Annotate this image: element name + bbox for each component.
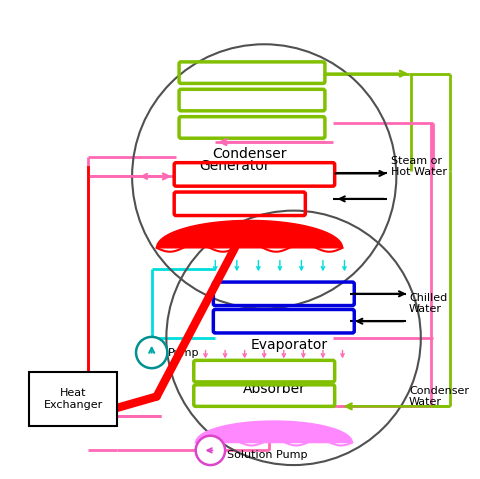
Polygon shape xyxy=(156,220,342,248)
Text: Evaporator: Evaporator xyxy=(250,338,326,352)
Circle shape xyxy=(136,337,167,368)
Text: Solution Pump: Solution Pump xyxy=(227,450,307,460)
Text: Pump: Pump xyxy=(168,348,199,357)
Circle shape xyxy=(195,436,225,465)
Text: Generator: Generator xyxy=(199,159,270,173)
Text: Condenser: Condenser xyxy=(212,147,286,161)
Text: Condenser
Water: Condenser Water xyxy=(408,386,468,407)
Text: Chilled
Water: Chilled Water xyxy=(408,293,446,314)
Text: Heat
Exchanger: Heat Exchanger xyxy=(44,388,103,410)
Polygon shape xyxy=(195,421,351,443)
FancyBboxPatch shape xyxy=(29,372,117,426)
Text: Steam or
Hot Water: Steam or Hot Water xyxy=(391,156,446,177)
Text: Absorber: Absorber xyxy=(242,382,305,396)
